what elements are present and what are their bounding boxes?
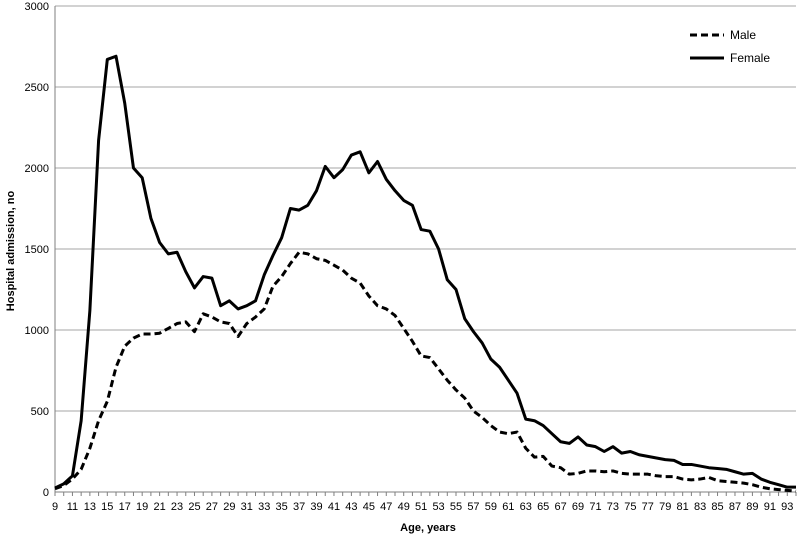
y-tick-label-1500: 1500	[25, 244, 49, 256]
x-tick-label-25: 25	[188, 501, 200, 513]
x-tick-label-69: 69	[572, 501, 584, 513]
x-tick-label-19: 19	[136, 501, 148, 513]
legend-label-female: Female	[730, 51, 770, 65]
x-tick-label-45: 45	[363, 501, 375, 513]
x-tick-label-15: 15	[101, 501, 113, 513]
x-tick-label-67: 67	[554, 501, 566, 513]
x-tick-label-91: 91	[764, 501, 776, 513]
x-tick-label-27: 27	[206, 501, 218, 513]
x-tick-label-43: 43	[345, 501, 357, 513]
x-tick-label-75: 75	[624, 501, 636, 513]
x-tick-label-17: 17	[119, 501, 131, 513]
x-tick-label-53: 53	[432, 501, 444, 513]
series-line-male	[54, 250, 797, 493]
y-tick-labels: 0 500 1000 1500 2000 2500 3000	[25, 1, 49, 499]
y-tick-label-500: 500	[31, 406, 49, 418]
y-axis-title: Hospital admission, no	[5, 191, 17, 312]
y-tick-label-3000: 3000	[25, 1, 49, 13]
x-tick-label-47: 47	[380, 501, 392, 513]
x-tick-label-73: 73	[607, 501, 619, 513]
x-tick-label-21: 21	[153, 501, 165, 513]
x-tick-label-65: 65	[537, 501, 549, 513]
x-tick-label-89: 89	[746, 501, 758, 513]
x-tick-label-71: 71	[589, 501, 601, 513]
x-tick-label-9: 9	[52, 501, 58, 513]
x-axis-title: Age, years	[400, 522, 456, 534]
x-tick-label-29: 29	[223, 501, 235, 513]
series-lines	[54, 54, 797, 493]
legend: Male Female	[690, 28, 770, 65]
x-tick-label-59: 59	[485, 501, 497, 513]
legend-label-male: Male	[730, 28, 756, 42]
x-tick-labels: 9 11 13 15 17 19 21 23 25 27 29 31 33 35 37 39 41 43 45 47 4…	[52, 501, 793, 513]
x-tick-label-79: 79	[659, 501, 671, 513]
y-tick-label-2000: 2000	[25, 163, 49, 175]
x-tick-label-85: 85	[711, 501, 723, 513]
y-tick-label-2500: 2500	[25, 82, 49, 94]
x-tick-label-55: 55	[450, 501, 462, 513]
gridlines	[55, 5, 796, 412]
x-tick-label-23: 23	[171, 501, 183, 513]
x-tick-label-31: 31	[241, 501, 253, 513]
y-tick-label-1000: 1000	[25, 325, 49, 337]
series-line-female	[54, 54, 796, 490]
x-tick-label-37: 37	[293, 501, 305, 513]
x-tick-label-33: 33	[258, 501, 270, 513]
x-tick-label-13: 13	[84, 501, 96, 513]
axes	[54, 6, 797, 496]
x-tick-label-87: 87	[729, 501, 741, 513]
x-tick-label-81: 81	[677, 501, 689, 513]
x-tick-label-61: 61	[502, 501, 514, 513]
x-tick-label-77: 77	[642, 501, 654, 513]
x-tick-label-35: 35	[276, 501, 288, 513]
y-tick-label-0: 0	[43, 487, 49, 499]
x-tick-label-93: 93	[781, 501, 793, 513]
x-tick-label-51: 51	[415, 501, 427, 513]
x-tick-label-39: 39	[310, 501, 322, 513]
x-tick-label-11: 11	[67, 501, 78, 513]
x-tick-label-63: 63	[520, 501, 532, 513]
x-tick-label-83: 83	[694, 501, 706, 513]
x-tick-label-57: 57	[467, 501, 479, 513]
x-tick-label-49: 49	[398, 501, 410, 513]
x-tick-label-41: 41	[328, 501, 340, 513]
